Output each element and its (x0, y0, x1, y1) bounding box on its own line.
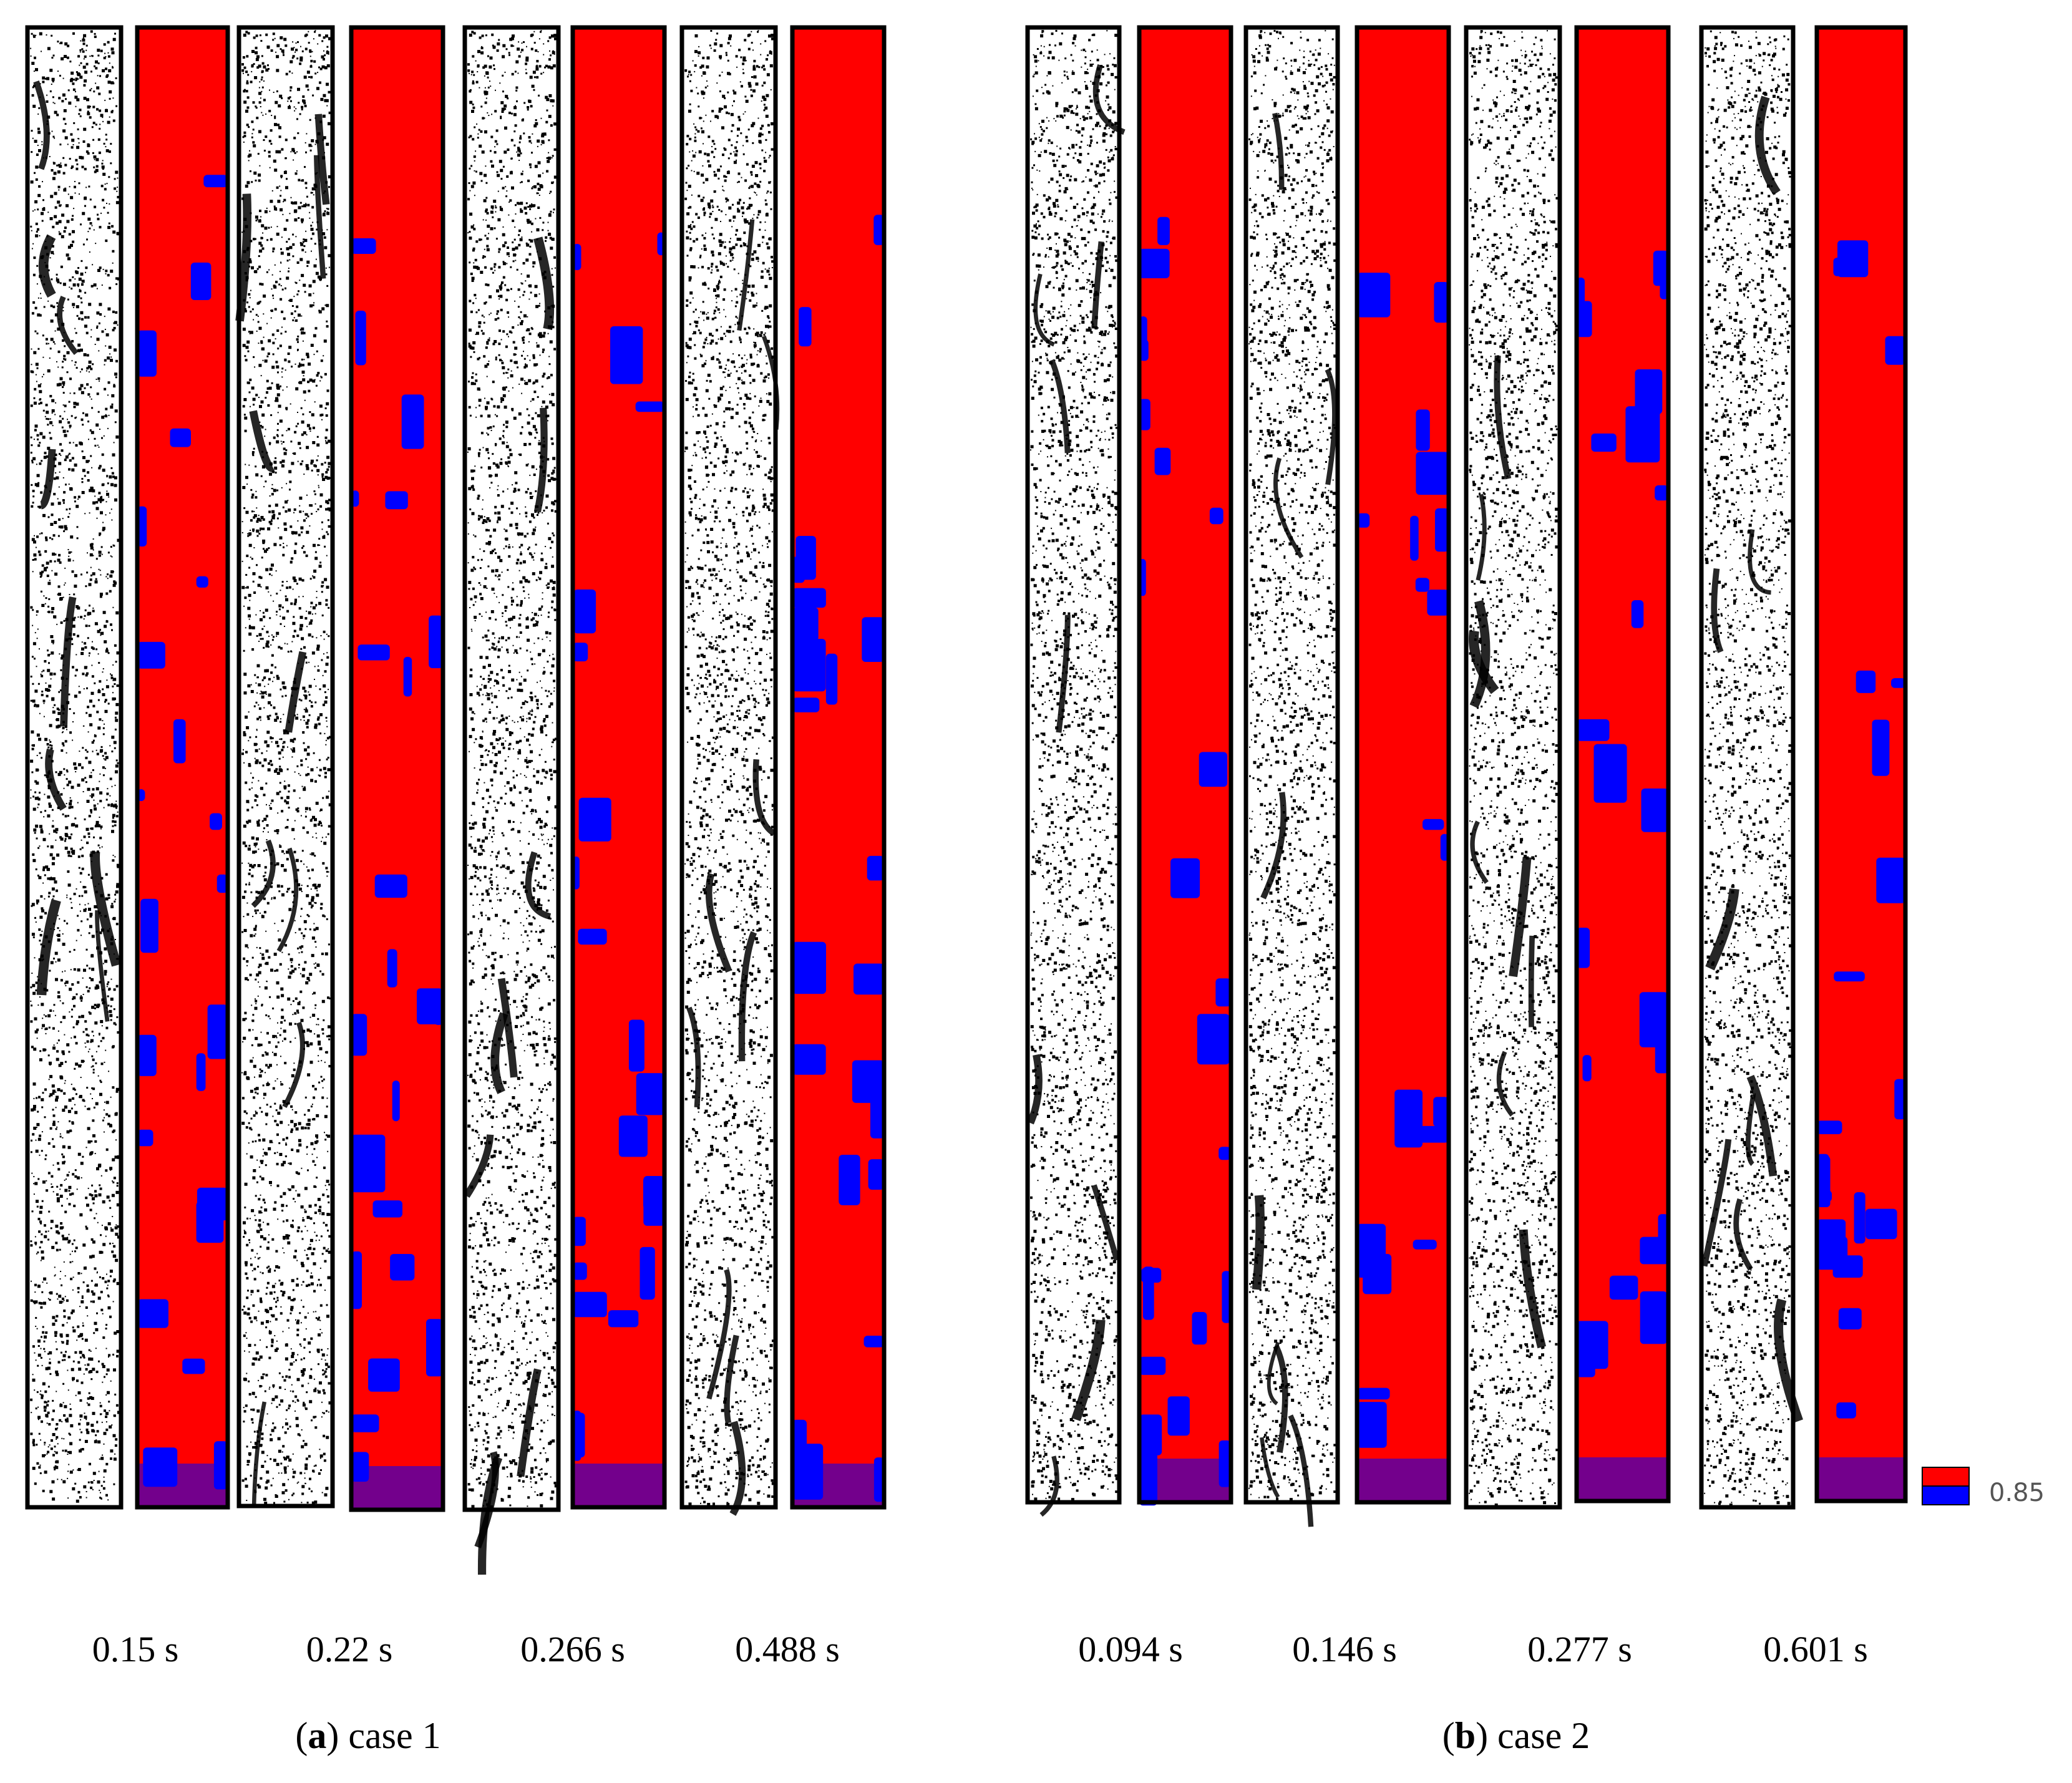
time-label-b-4: 0.601 s (1763, 1629, 1868, 1669)
caption-b-text: case 2 (1497, 1715, 1590, 1756)
particle-snapshot-5 (462, 25, 561, 1575)
time-label-b-2: 0.146 s (1292, 1629, 1397, 1669)
caption-a-letter: a (308, 1715, 327, 1756)
time-label-a-4: 0.488 s (735, 1629, 840, 1669)
caption-b: (b) case 2 (1442, 1715, 1590, 1756)
particle-snapshot-9 (1025, 25, 1126, 1517)
caption-a-text: case 1 (348, 1715, 441, 1756)
caption-a: (a) case 1 (295, 1715, 441, 1756)
time-label-b-1: 0.094 s (1078, 1629, 1183, 1669)
legend-swatch (1922, 1467, 1970, 1505)
void-fraction-map-2 (135, 25, 230, 1510)
void-fraction-map-4 (349, 25, 445, 1512)
time-label-a-1: 0.15 s (92, 1629, 179, 1669)
particle-snapshot-15 (1699, 25, 1803, 1510)
time-label-a-3: 0.266 s (520, 1629, 625, 1669)
legend-value: 0.85 (1989, 1479, 2045, 1507)
particle-snapshot-3 (235, 25, 335, 1509)
void-fraction-map-12 (1355, 25, 1451, 1505)
particle-snapshot-11 (1243, 25, 1340, 1527)
time-label-a-2: 0.22 s (306, 1629, 393, 1669)
void-fraction-map-8 (790, 25, 887, 1510)
void-fraction-map-10 (1137, 25, 1233, 1506)
particle-snapshot-13 (1464, 25, 1562, 1510)
void-fraction-map-14 (1574, 25, 1671, 1504)
particle-snapshot-1 (25, 25, 124, 1510)
time-label-b-3: 0.277 s (1527, 1629, 1632, 1669)
void-fraction-map-6 (570, 25, 667, 1510)
void-fraction-map-16 (1814, 25, 1908, 1504)
caption-b-letter: b (1454, 1715, 1476, 1756)
particle-snapshot-7 (679, 25, 780, 1516)
